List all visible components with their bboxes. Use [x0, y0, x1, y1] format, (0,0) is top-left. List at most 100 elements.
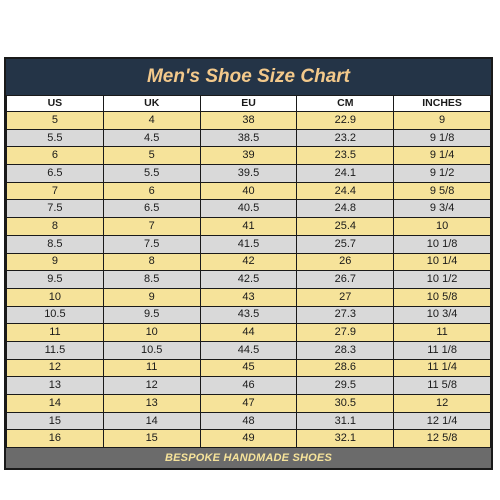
footer-bar: BESPOKE HANDMADE SHOES — [6, 448, 491, 469]
cell-cm: 31.1 — [296, 411, 395, 431]
table-row: 5.5 4.5 38.5 23.2 9 1/8 — [6, 128, 491, 148]
cell-us: 11 — [6, 323, 104, 342]
cell-us: 8.5 — [6, 234, 104, 254]
cell-eu: 49 — [199, 429, 298, 449]
cell-uk: 4 — [102, 111, 201, 130]
table-row: 9.5 8.5 42.5 26.7 10 1/2 — [6, 270, 491, 289]
cell-us: 6 — [6, 146, 104, 166]
size-table: US UK EU CM INCHES 5 4 38 22.9 9 5.5 4.5 38.5 23… — [6, 95, 491, 449]
cell-uk: 10.5 — [102, 340, 201, 360]
cell-inches: 10 1/4 — [393, 252, 491, 272]
cell-us: 9.5 — [6, 270, 104, 289]
cell-inches: 10 1/8 — [393, 234, 491, 254]
cell-inches: 9 1/4 — [393, 146, 491, 166]
column-header-us: US — [6, 95, 104, 112]
cell-eu: 44.5 — [199, 340, 298, 360]
cell-inches: 11 1/4 — [393, 358, 491, 378]
cell-us: 12 — [6, 358, 104, 378]
cell-uk: 7.5 — [102, 234, 201, 254]
cell-cm: 29.5 — [296, 376, 395, 395]
column-header-inches: INCHES — [393, 95, 491, 112]
table-row: 7 6 40 24.4 9 5/8 — [6, 181, 491, 201]
cell-cm: 25.4 — [296, 217, 395, 236]
cell-cm: 27 — [296, 287, 395, 307]
table-row: 8.5 7.5 41.5 25.7 10 1/8 — [6, 234, 491, 254]
cell-cm: 23.5 — [296, 146, 395, 166]
chart-title: Men's Shoe Size Chart — [146, 66, 350, 87]
cell-inches: 9 — [393, 111, 491, 130]
cell-eu: 45 — [199, 358, 298, 378]
cell-eu: 47 — [199, 394, 298, 413]
cell-inches: 12 5/8 — [393, 429, 491, 449]
cell-us: 7.5 — [6, 199, 104, 219]
cell-us: 15 — [6, 411, 104, 431]
table-row: 11.5 10.5 44.5 28.3 11 1/8 — [6, 340, 491, 360]
cell-uk: 10 — [102, 323, 201, 342]
table-row: 16 15 49 32.1 12 5/8 — [6, 429, 491, 449]
cell-uk: 8 — [102, 252, 201, 272]
cell-inches: 9 5/8 — [393, 181, 491, 201]
cell-eu: 42.5 — [199, 270, 298, 289]
cell-uk: 12 — [102, 376, 201, 395]
cell-uk: 9 — [102, 287, 201, 307]
cell-inches: 11 — [393, 323, 491, 342]
column-header-eu: EU — [199, 95, 298, 112]
header-row: US UK EU CM INCHES — [6, 95, 491, 112]
cell-uk: 13 — [102, 394, 201, 413]
table-row: 7.5 6.5 40.5 24.8 9 3/4 — [6, 199, 491, 219]
cell-uk: 5 — [102, 146, 201, 166]
cell-us: 8 — [6, 217, 104, 236]
cell-uk: 8.5 — [102, 270, 201, 289]
cell-eu: 46 — [199, 376, 298, 395]
cell-us: 10 — [6, 287, 104, 307]
table-row: 9 8 42 26 10 1/4 — [6, 252, 491, 272]
cell-uk: 11 — [102, 358, 201, 378]
table-row: 10.5 9.5 43.5 27.3 10 3/4 — [6, 305, 491, 325]
cell-us: 5 — [6, 111, 104, 130]
cell-eu: 40 — [199, 181, 298, 201]
cell-cm: 25.7 — [296, 234, 395, 254]
cell-eu: 41 — [199, 217, 298, 236]
cell-cm: 26.7 — [296, 270, 395, 289]
cell-eu: 41.5 — [199, 234, 298, 254]
table-row: 10 9 43 27 10 5/8 — [6, 287, 491, 307]
cell-us: 11.5 — [6, 340, 104, 360]
cell-us: 10.5 — [6, 305, 104, 325]
cell-eu: 39 — [199, 146, 298, 166]
cell-cm: 24.1 — [296, 164, 395, 183]
chart-title-bar: Men's Shoe Size Chart — [6, 59, 491, 95]
cell-eu: 43 — [199, 287, 298, 307]
cell-eu: 40.5 — [199, 199, 298, 219]
cell-eu: 38 — [199, 111, 298, 130]
cell-inches: 9 1/8 — [393, 128, 491, 148]
cell-uk: 6.5 — [102, 199, 201, 219]
cell-uk: 6 — [102, 181, 201, 201]
cell-uk: 7 — [102, 217, 201, 236]
cell-eu: 39.5 — [199, 164, 298, 183]
cell-uk: 9.5 — [102, 305, 201, 325]
cell-us: 9 — [6, 252, 104, 272]
table-row: 6.5 5.5 39.5 24.1 9 1/2 — [6, 164, 491, 183]
cell-uk: 15 — [102, 429, 201, 449]
cell-inches: 10 1/2 — [393, 270, 491, 289]
cell-us: 5.5 — [6, 128, 104, 148]
cell-us: 14 — [6, 394, 104, 413]
cell-eu: 43.5 — [199, 305, 298, 325]
table-row: 14 13 47 30.5 12 — [6, 394, 491, 413]
cell-cm: 28.3 — [296, 340, 395, 360]
cell-eu: 48 — [199, 411, 298, 431]
cell-inches: 10 — [393, 217, 491, 236]
cell-inches: 12 — [393, 394, 491, 413]
cell-cm: 27.3 — [296, 305, 395, 325]
cell-inches: 9 1/2 — [393, 164, 491, 183]
table-row: 6 5 39 23.5 9 1/4 — [6, 146, 491, 166]
table-row: 5 4 38 22.9 9 — [6, 111, 491, 130]
cell-inches: 12 1/4 — [393, 411, 491, 431]
cell-uk: 14 — [102, 411, 201, 431]
cell-us: 7 — [6, 181, 104, 201]
cell-cm: 27.9 — [296, 323, 395, 342]
cell-inches: 9 3/4 — [393, 199, 491, 219]
cell-cm: 28.6 — [296, 358, 395, 378]
cell-inches: 10 3/4 — [393, 305, 491, 325]
column-header-cm: CM — [296, 95, 395, 112]
